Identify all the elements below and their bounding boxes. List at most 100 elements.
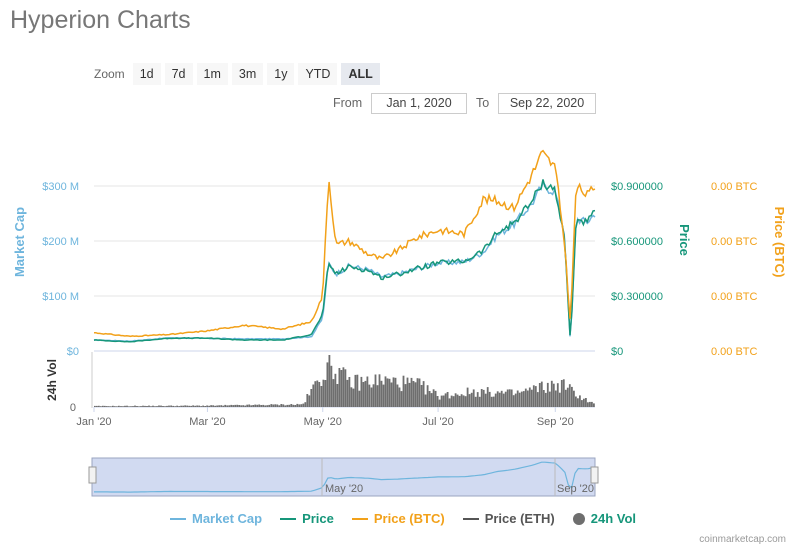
price-btc-tick: 0.00 BTC <box>711 291 758 303</box>
volume-column <box>544 392 547 407</box>
volume-column <box>414 382 417 407</box>
zoom-ytd-button[interactable]: YTD <box>298 63 338 85</box>
volume-column <box>236 404 239 407</box>
volume-column <box>182 405 184 407</box>
navigator-left-handle[interactable] <box>88 466 97 484</box>
legend-price-eth[interactable]: Price (ETH) <box>462 511 555 526</box>
volume-column <box>188 405 190 407</box>
volume-column <box>472 389 475 407</box>
volume-column <box>158 405 160 407</box>
volume-column <box>490 396 493 407</box>
series-lines <box>93 149 596 343</box>
price-btc-tick: 0.00 BTC <box>711 236 758 248</box>
market-cap-tick: $100 M <box>42 291 79 303</box>
x-axis-ticks: Jan '20 Mar '20 May '20 Jul '20 Sep '20 <box>76 407 574 428</box>
volume-column <box>486 387 489 407</box>
volume-column <box>104 405 106 407</box>
volume-column <box>534 386 537 407</box>
volume-column <box>444 393 447 407</box>
volume-column <box>178 406 180 407</box>
price-tick: $0 <box>611 346 623 358</box>
volume-column <box>522 391 525 407</box>
zoom-all-button[interactable]: ALL <box>341 63 380 85</box>
navigator-window[interactable] <box>91 457 596 497</box>
volume-column <box>546 382 549 407</box>
navigator-right-handle[interactable] <box>590 466 599 484</box>
volume-column <box>358 390 361 407</box>
volume-column <box>272 404 275 407</box>
volume-column <box>226 405 229 407</box>
zoom-7d-button[interactable]: 7d <box>164 63 193 85</box>
x-tick-label: Mar '20 <box>189 416 225 428</box>
range-from-label: From <box>333 96 363 110</box>
volume-column <box>510 389 513 407</box>
price-btc-tick: 0.00 BTC <box>711 181 758 193</box>
volume-column <box>587 402 589 407</box>
price-ticks: $0 $0.300000 $0.600000 $0.900000 <box>611 181 663 358</box>
volume-column <box>418 378 421 407</box>
legend-price-btc[interactable]: Price (BTC) <box>351 511 445 526</box>
volume-column <box>564 389 567 407</box>
volume-column <box>218 405 220 407</box>
volume-column <box>200 406 202 407</box>
volume-column <box>370 387 373 407</box>
volume-column <box>566 387 569 407</box>
volume-column <box>386 378 389 407</box>
zoom-1d-button[interactable]: 1d <box>132 63 161 85</box>
volume-column <box>500 390 503 407</box>
volume-column <box>96 405 98 407</box>
credit-text: coinmarketcap.com <box>699 534 786 545</box>
volume-column <box>384 376 387 407</box>
volume-column <box>270 404 273 407</box>
volume-column <box>562 379 565 407</box>
legend-24h-vol[interactable]: 24h Vol <box>572 511 636 526</box>
volume-column <box>478 396 481 407</box>
price-btc-axis-title: Price (BTC) <box>772 207 787 278</box>
zoom-1y-button[interactable]: 1y <box>267 63 295 85</box>
range-from-input[interactable]: Jan 1, 2020 <box>371 93 467 114</box>
volume-column <box>276 404 279 407</box>
volume-column <box>334 373 337 407</box>
legend-label: Price <box>302 511 334 526</box>
volume-column <box>454 393 457 407</box>
volume-column <box>422 381 425 407</box>
zoom-3m-button[interactable]: 3m <box>231 63 264 85</box>
volume-column <box>154 406 156 407</box>
volume-column <box>122 406 124 407</box>
volume-column <box>138 406 140 407</box>
legend-label: Price (ETH) <box>484 511 555 526</box>
volume-column <box>392 377 395 407</box>
volume-column <box>194 405 196 407</box>
volume-column <box>254 404 257 407</box>
legend-swatch <box>351 517 368 520</box>
volume-column <box>474 396 477 407</box>
volume-column <box>540 381 543 407</box>
volume-column <box>352 388 355 407</box>
volume-column <box>458 395 461 407</box>
volume-column <box>312 384 315 407</box>
volume-column <box>176 405 178 407</box>
volume-column <box>168 405 170 407</box>
volume-column <box>583 398 585 407</box>
range-to-input[interactable]: Sep 22, 2020 <box>498 93 596 114</box>
volume-column <box>526 390 529 407</box>
volume-column <box>316 380 319 407</box>
volume-column <box>378 374 381 407</box>
volume-column <box>579 395 581 407</box>
volume-column <box>266 405 269 407</box>
zoom-1m-button[interactable]: 1m <box>196 63 228 85</box>
legend-price[interactable]: Price <box>280 511 334 526</box>
volume-column <box>436 396 439 407</box>
price-btc-ticks: 0.00 BTC 0.00 BTC 0.00 BTC 0.00 BTC <box>711 181 758 358</box>
range-to-label: To <box>476 96 490 110</box>
volume-column <box>350 387 353 407</box>
volume-column <box>310 389 313 407</box>
legend-market-cap[interactable]: Market Cap <box>170 511 262 526</box>
navigator[interactable]: May '20 Sep '20 <box>88 457 599 497</box>
price-btc-line <box>94 149 596 338</box>
volume-column <box>556 383 559 407</box>
volume-column <box>212 405 214 407</box>
volume-column <box>508 389 511 407</box>
volume-column <box>282 404 285 407</box>
volume-column <box>400 391 403 407</box>
